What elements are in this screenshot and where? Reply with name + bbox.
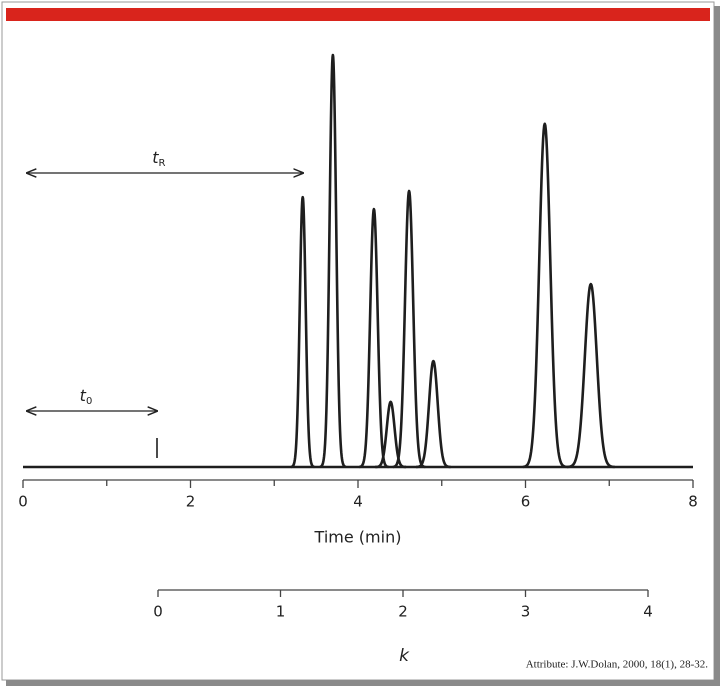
k-axis-label: k xyxy=(399,646,410,666)
k-tick-label: 3 xyxy=(521,603,531,621)
peak xyxy=(566,282,616,469)
x-tick-label: 4 xyxy=(353,493,363,511)
x-tick-label: 0 xyxy=(18,493,28,511)
k-tick-label: 1 xyxy=(276,603,286,621)
k-tick-label: 4 xyxy=(643,603,653,621)
shadow xyxy=(714,6,720,684)
peak xyxy=(289,195,316,469)
annotation-sub: R xyxy=(159,158,166,169)
peak xyxy=(391,189,427,469)
annotation-sub: 0 xyxy=(86,396,92,407)
peak xyxy=(318,53,347,469)
annotation-label: t0 xyxy=(80,386,93,408)
peak xyxy=(374,400,408,469)
panel xyxy=(1,1,715,681)
peak xyxy=(415,359,452,469)
annotation-text: t xyxy=(152,148,159,167)
k-tick-label: 2 xyxy=(398,603,408,621)
attribution: Attribute: J.W.Dolan, 2000, 18(1), 28-32… xyxy=(526,659,709,671)
annotation-label: tR xyxy=(152,148,165,170)
x-tick-label: 2 xyxy=(186,493,196,511)
header-bar xyxy=(6,8,710,21)
x-axis-label: Time (min) xyxy=(314,528,402,547)
k-tick-label: 0 xyxy=(153,603,163,621)
x-tick-label: 8 xyxy=(688,493,698,511)
peak xyxy=(522,122,568,469)
annotation-text: t xyxy=(80,386,87,405)
x-tick-label: 6 xyxy=(521,493,531,511)
shadow xyxy=(6,680,720,686)
